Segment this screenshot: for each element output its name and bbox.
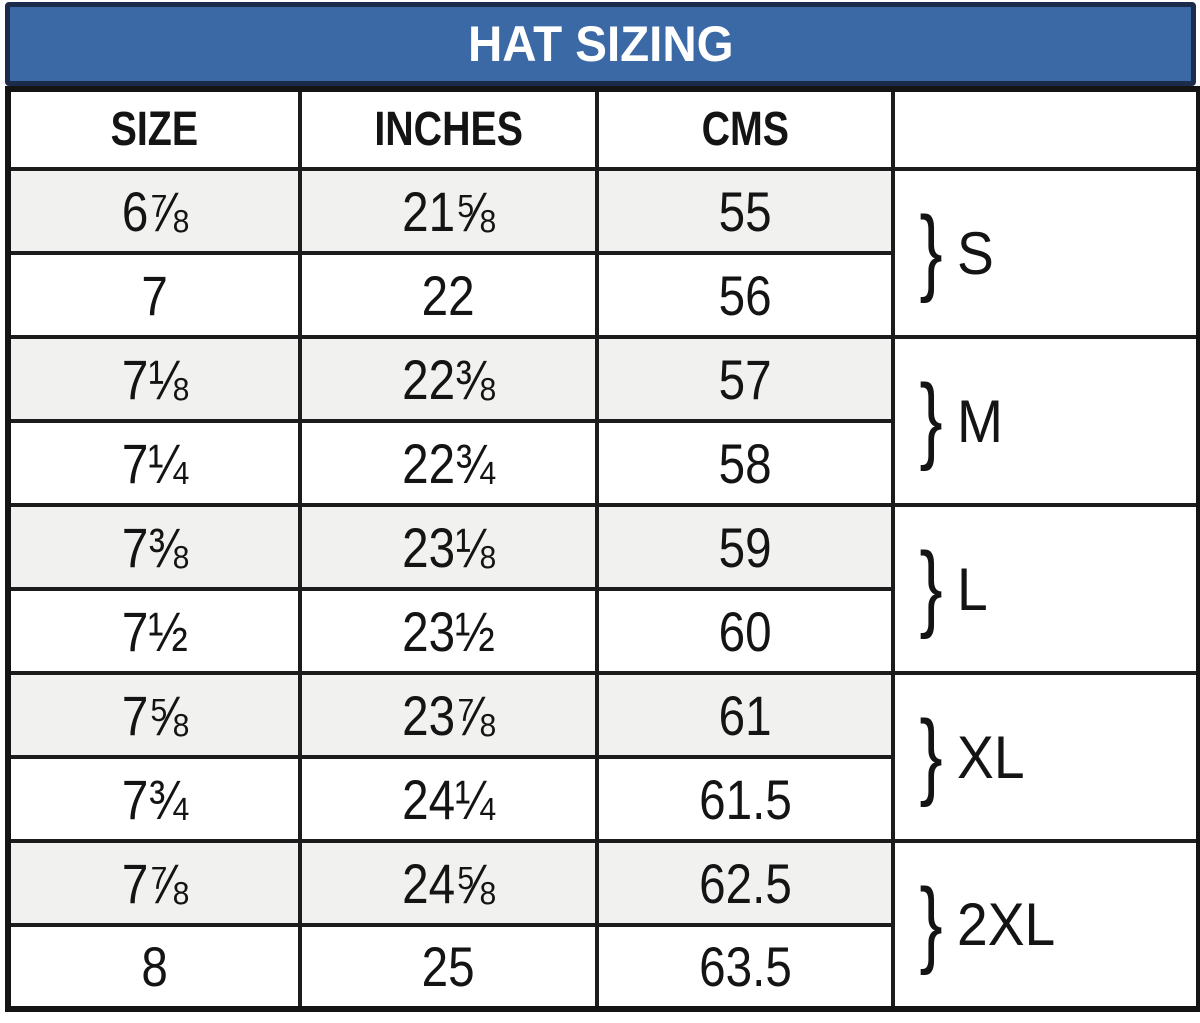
cms-value: 59	[718, 515, 772, 579]
size-cell: 7	[6, 251, 302, 339]
inches-value: 25	[422, 935, 475, 998]
cms-cell: 61	[595, 671, 895, 759]
cms-cell: 63.5	[595, 923, 895, 1011]
cms-cell: 58	[595, 419, 895, 507]
cms-value: 55	[718, 179, 772, 243]
size-cell: 7¼	[6, 419, 302, 507]
inches-value: 23⅞	[402, 683, 495, 747]
group-label-xl: XL	[957, 723, 1025, 791]
size-value: 8	[141, 935, 168, 998]
cms-cell: 60	[595, 587, 895, 675]
group-cell-l: } L	[891, 503, 1200, 675]
size-value: 7⅜	[121, 515, 188, 579]
size-value: 7⅛	[121, 347, 188, 411]
size-cell: 7½	[6, 587, 302, 675]
table-row: 7⅞ 24⅝ 62.5 } 2XL	[6, 839, 1200, 1011]
chart-title: HAT SIZING	[467, 16, 734, 72]
inches-cell: 23½	[298, 587, 599, 675]
cms-cell: 61.5	[595, 755, 895, 843]
size-cell: 8	[6, 923, 302, 1011]
table-row: 7 22 56	[6, 251, 1199, 339]
group-cell-m: } M	[891, 335, 1200, 507]
inches-cell: 23⅞	[298, 671, 599, 759]
inches-cell: 22⅜	[298, 335, 599, 423]
inches-cell: 25	[298, 923, 599, 1011]
inches-cell: 22¾	[298, 419, 599, 507]
cms-value: 63.5	[698, 935, 792, 998]
inches-value: 22¾	[402, 431, 495, 495]
inches-value: 23⅛	[402, 515, 495, 579]
column-header-size: SIZE	[6, 87, 302, 171]
inches-cell: 24⅝	[298, 839, 599, 927]
table-row: 7¾ 24¼ 61.5	[6, 755, 1199, 843]
group-label-2xl: 2XL	[957, 891, 1056, 958]
inches-value: 24⅝	[402, 851, 495, 915]
table-row: 7¼ 22¾ 58	[6, 419, 1199, 507]
table-row: 7⅛ 22⅜ 57 } M	[6, 335, 1200, 507]
column-header-inches: INCHES	[298, 87, 599, 171]
title-bar: HAT SIZING	[5, 2, 1196, 86]
group-cell-s: } S	[891, 167, 1200, 339]
cms-cell: 57	[595, 335, 895, 423]
column-header-cms-label: CMS	[701, 103, 789, 156]
column-header-size-label: SIZE	[110, 103, 199, 156]
group-label-m: M	[957, 387, 1004, 455]
table-row: 8 25 63.5	[6, 923, 1199, 1011]
group-label-l: L	[957, 555, 988, 623]
table-body: 6⅞ 21⅝ 55 } S 7 22 56 7⅛ 22⅜ 57 } M 7¼ 22¾…	[6, 167, 1200, 1011]
size-value: 7⅝	[121, 683, 188, 747]
inches-value: 22⅜	[402, 347, 495, 411]
size-value: 7	[141, 263, 168, 327]
size-cell: 7⅛	[6, 335, 302, 423]
inches-cell: 23⅛	[298, 503, 599, 591]
header-row: SIZE INCHES CMS	[6, 87, 1200, 171]
inches-value: 22	[422, 263, 475, 327]
table-header: SIZE INCHES CMS	[6, 87, 1200, 171]
cms-cell: 55	[595, 167, 895, 255]
size-value: 7⅞	[121, 851, 188, 915]
column-header-cms: CMS	[595, 87, 895, 171]
size-value: 7¼	[121, 431, 188, 495]
cms-cell: 56	[595, 251, 895, 339]
size-value: 7¾	[121, 767, 188, 831]
size-cell: 6⅞	[6, 167, 302, 255]
cms-value: 57	[718, 347, 772, 411]
inches-cell: 24¼	[298, 755, 599, 843]
column-header-inches-label: INCHES	[374, 103, 523, 156]
size-cell: 7⅝	[6, 671, 302, 759]
table-row: 6⅞ 21⅝ 55 } S	[6, 167, 1200, 339]
cms-cell: 62.5	[595, 839, 895, 927]
table-row: 7½ 23½ 60	[6, 587, 1199, 675]
cms-value: 60	[718, 599, 772, 663]
inches-cell: 22	[298, 251, 599, 339]
cms-value: 56	[718, 263, 772, 327]
inches-value: 21⅝	[402, 179, 495, 243]
cms-value: 61.5	[698, 767, 792, 831]
group-cell-2xl: } 2XL	[891, 839, 1200, 1011]
table-row: 7⅝ 23⅞ 61 } XL	[6, 671, 1200, 843]
size-cell: 7¾	[6, 755, 302, 843]
group-label-s: S	[957, 219, 994, 287]
size-cell: 7⅜	[6, 503, 302, 591]
size-value: 7½	[121, 599, 188, 663]
table-row: 7⅜ 23⅛ 59 } L	[6, 503, 1200, 675]
group-cell-xl: } XL	[891, 671, 1200, 843]
inches-cell: 21⅝	[298, 167, 599, 255]
size-cell: 7⅞	[6, 839, 302, 927]
cms-value: 62.5	[698, 851, 792, 915]
inches-value: 24¼	[402, 767, 495, 831]
sizing-table: SIZE INCHES CMS 6⅞ 21⅝ 55 } S 7 22 56 7⅛ …	[5, 86, 1200, 1012]
cms-cell: 59	[595, 503, 895, 591]
cms-value: 61	[718, 683, 772, 747]
column-header-group	[891, 87, 1200, 171]
inches-value: 23½	[402, 599, 495, 663]
cms-value: 58	[718, 431, 772, 495]
size-value: 6⅞	[121, 179, 188, 243]
